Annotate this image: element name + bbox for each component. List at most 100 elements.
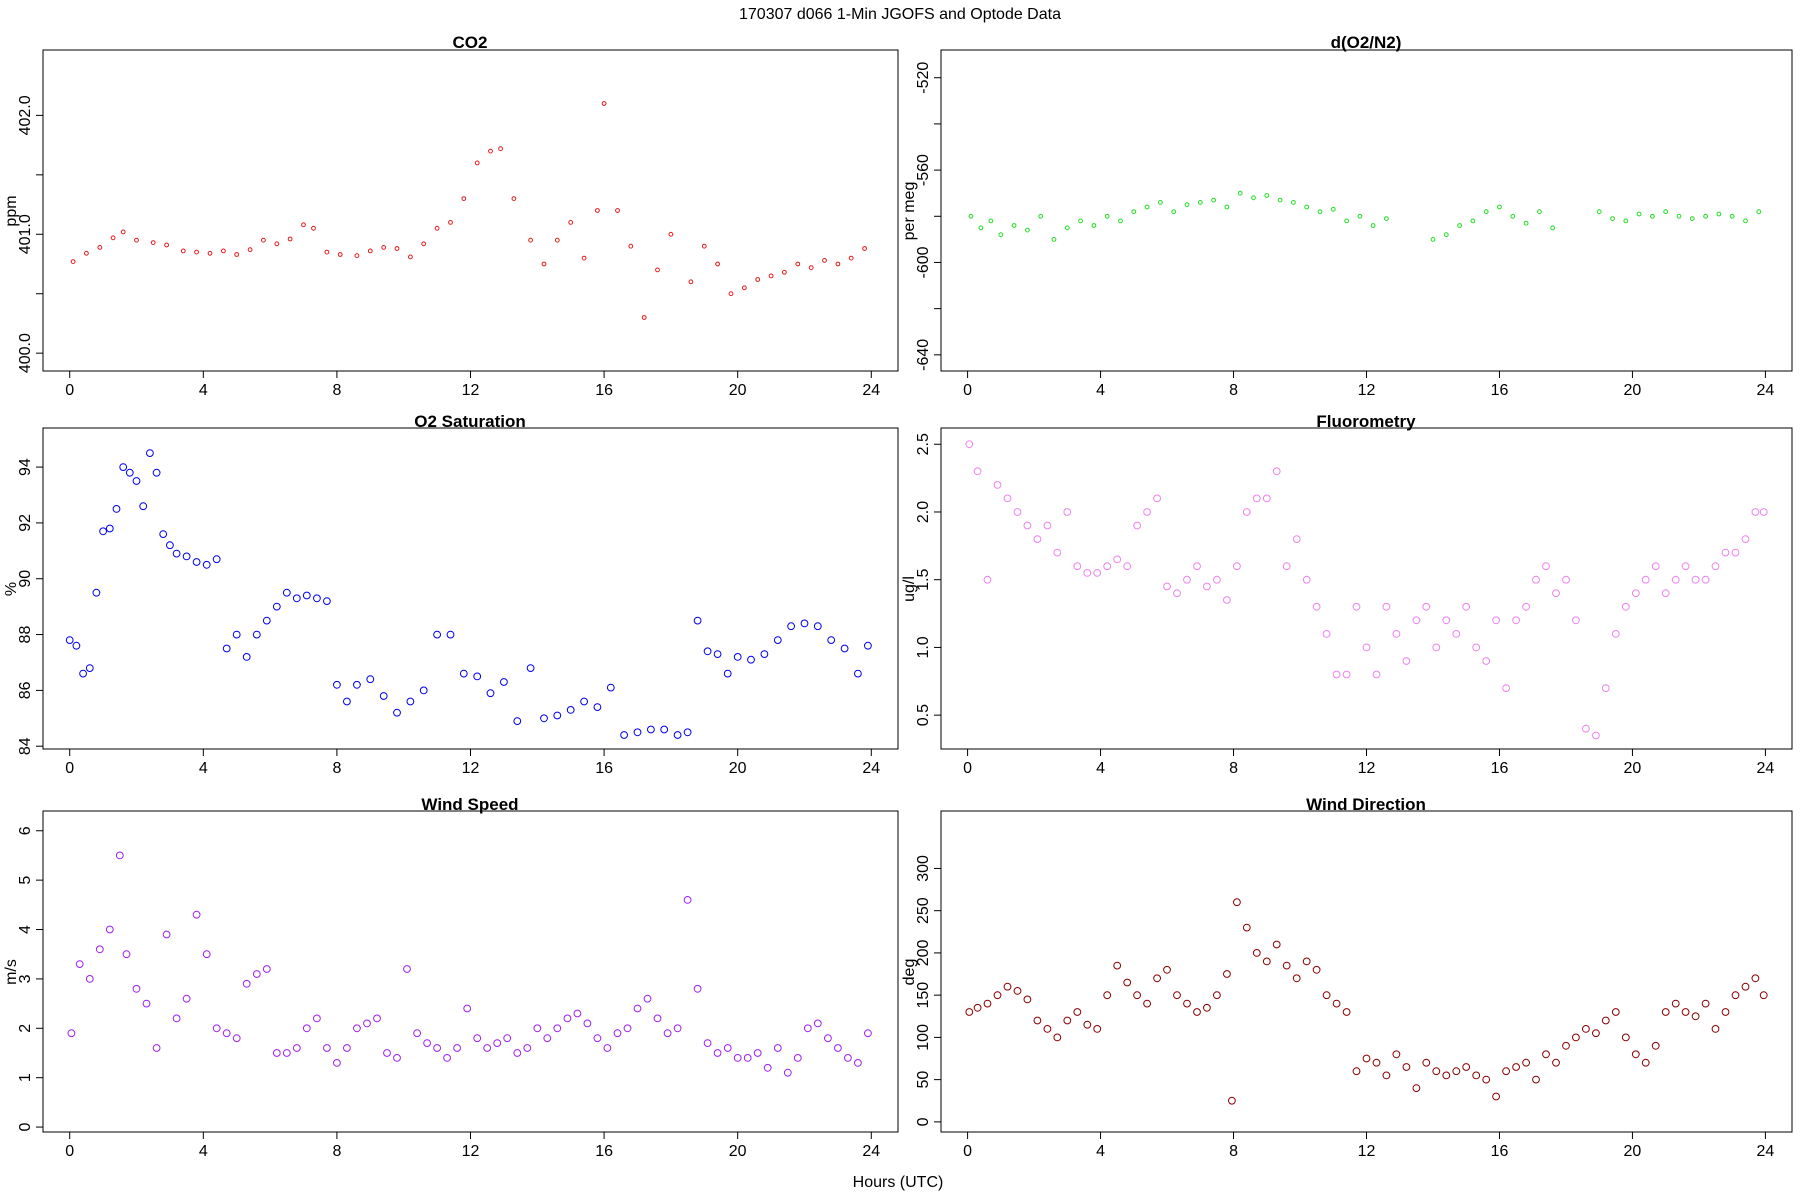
data-point	[613, 1029, 622, 1038]
data-point	[773, 1044, 782, 1052]
data-point	[1492, 1092, 1500, 1101]
data-point	[1237, 190, 1243, 196]
data-point	[1502, 684, 1510, 692]
data-point	[1512, 616, 1520, 625]
x-tick-label: 8	[1229, 1143, 1238, 1160]
y-axis-label: ug/l	[901, 576, 918, 602]
data-point	[166, 541, 174, 550]
x-tick-label: 24	[1757, 1143, 1775, 1160]
data-point	[835, 261, 841, 267]
x-tick-label: 24	[862, 382, 880, 399]
data-point	[793, 1054, 802, 1062]
data-point	[983, 999, 992, 1008]
y-tick-label: 92	[17, 514, 34, 532]
data-point	[262, 616, 271, 625]
data-point	[1430, 237, 1436, 242]
data-point	[1751, 508, 1760, 516]
x-tick-label: 4	[199, 382, 208, 399]
data-point	[1091, 223, 1097, 228]
data-point	[85, 975, 94, 983]
data-point	[333, 680, 341, 689]
data-point	[337, 252, 343, 257]
data-point	[1173, 991, 1181, 1000]
data-point	[673, 731, 682, 739]
data-point	[192, 910, 201, 919]
data-point	[723, 1044, 732, 1052]
panel-d-o2-n2: d(O2/N2) per meg 0 4 8 12 16 20 24 -640 -600 -560…	[901, 33, 1793, 399]
panel-title: O2 Saturation	[414, 412, 525, 431]
data-point	[459, 669, 468, 678]
x-tick-label: 16	[1491, 1143, 1509, 1160]
data-point	[1093, 1025, 1102, 1033]
data-point	[313, 1014, 321, 1023]
y-tick-label: 0	[915, 1117, 932, 1126]
data-point	[182, 552, 191, 561]
data-point	[162, 930, 171, 939]
data-point	[1402, 657, 1411, 665]
data-point	[1317, 209, 1323, 215]
data-point	[1703, 213, 1708, 219]
data-point	[1542, 1050, 1550, 1059]
x-tick-label: 0	[963, 382, 972, 399]
data-point	[261, 237, 266, 243]
data-point	[152, 468, 161, 477]
data-point	[1623, 218, 1629, 224]
data-point	[99, 527, 107, 536]
data-point	[728, 291, 734, 297]
data-point	[194, 249, 200, 255]
panel-co2: CO2 ppm 0 4 8 12 16 20 24 400.0 401.0 402.0	[3, 33, 899, 399]
x-tick-label: 0	[963, 760, 972, 777]
data-point	[1442, 1071, 1451, 1080]
data-point	[272, 1049, 281, 1057]
x-tick-label: 12	[1358, 760, 1376, 777]
data-point	[628, 243, 634, 249]
data-point	[234, 252, 240, 257]
data-point	[526, 664, 535, 672]
data-point	[1422, 602, 1431, 611]
data-point	[641, 315, 647, 320]
data-point	[1242, 508, 1251, 516]
data-point	[1362, 1054, 1371, 1063]
data-point	[683, 728, 692, 737]
x-tick-label: 20	[729, 1143, 747, 1160]
y-tick-label: -560	[915, 154, 932, 186]
data-point	[1224, 204, 1230, 210]
data-point	[353, 680, 361, 689]
y-tick-label: 0.5	[915, 704, 932, 726]
y-axis-label: ppm	[3, 195, 20, 226]
data-point	[965, 440, 974, 449]
data-point	[139, 502, 148, 511]
panel-o2-saturation: O2 Saturation % 0 4 8 12 16 20 24 84 86 88 90 92 94	[3, 412, 899, 777]
x-tick-label: 12	[462, 382, 480, 399]
data-point	[703, 647, 712, 656]
data-point	[1601, 684, 1610, 692]
data-point	[593, 703, 602, 711]
data-point	[993, 991, 1002, 1000]
data-point	[207, 250, 213, 256]
data-point	[1457, 223, 1462, 228]
data-point	[1497, 204, 1502, 210]
data-point	[150, 240, 156, 246]
data-point	[1197, 200, 1203, 205]
data-point	[202, 560, 211, 569]
data-point	[768, 273, 774, 279]
data-point	[673, 1024, 682, 1033]
data-point	[1452, 1067, 1461, 1076]
x-tick-label: 4	[1096, 1143, 1105, 1160]
data-point	[595, 208, 600, 213]
data-point	[79, 669, 87, 678]
data-point	[1572, 1033, 1580, 1042]
data-point	[448, 220, 453, 225]
data-point	[1721, 548, 1730, 557]
data-point	[1163, 965, 1171, 974]
data-point	[733, 653, 742, 661]
data-point	[1144, 204, 1150, 210]
data-point	[1661, 589, 1670, 598]
data-point	[703, 1039, 712, 1047]
data-point	[1412, 1084, 1421, 1092]
y-tick-label: 2	[17, 1024, 34, 1033]
y-tick-label: 0	[17, 1123, 34, 1132]
data-point	[1223, 596, 1231, 604]
data-point	[1701, 999, 1710, 1008]
